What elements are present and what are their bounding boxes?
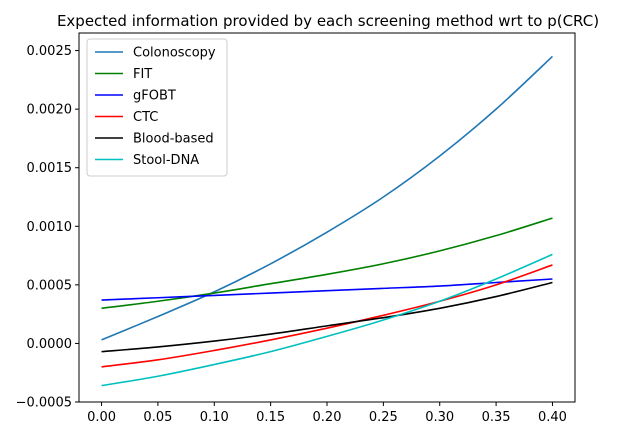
legend-label-stool-dna: Stool-DNA [133, 153, 199, 168]
y-tick-label: 0.0025 [27, 44, 73, 59]
x-tick-label: 0.30 [425, 410, 454, 425]
y-tick-label: −0.0005 [16, 396, 72, 411]
legend-label-gfobt: gFOBT [133, 89, 176, 104]
x-tick-label: 0.05 [143, 410, 172, 425]
series-line-ctc [101, 264, 553, 368]
x-tick-label: 0.10 [200, 410, 229, 425]
y-tick-label: 0.0000 [27, 337, 73, 352]
legend-label-colonoscopy: Colonoscopy [133, 46, 216, 61]
legend: Colonoscopy FIT gFOBT CTC Blood-based Stool-D… [86, 38, 228, 177]
series-line-colonoscopy [101, 55, 553, 341]
series-line-gfobt [101, 278, 553, 301]
y-tick-label: 0.0005 [27, 278, 73, 293]
series-line-blood-based [101, 281, 553, 353]
y-axis: −0.0005 0.0000 0.0005 0.0010 0.0015 0.0020 0.0… [16, 44, 79, 411]
y-tick-label: 0.0020 [27, 103, 73, 118]
legend-label-fit: FIT [133, 67, 152, 82]
x-tick-label: 0.15 [256, 410, 285, 425]
y-tick-label: 0.0015 [27, 161, 73, 176]
legend-label-blood-based: Blood-based [133, 132, 214, 147]
y-tick-label: 0.0010 [27, 220, 73, 235]
x-tick-label: 0.25 [369, 410, 398, 425]
series-line-stool-dna [101, 253, 553, 387]
x-axis: 0.00 0.05 0.10 0.15 0.20 0.25 0.30 0.35 0.40 [87, 402, 567, 425]
x-tick-label: 0.20 [313, 410, 342, 425]
chart-title: Expected information provided by each sc… [57, 12, 599, 30]
x-tick-label: 0.00 [87, 410, 116, 425]
x-tick-label: 0.40 [538, 410, 567, 425]
x-tick-label: 0.35 [482, 410, 511, 425]
series-layer [101, 55, 553, 387]
series-line-fit [101, 217, 553, 310]
legend-label-ctc: CTC [133, 110, 158, 125]
